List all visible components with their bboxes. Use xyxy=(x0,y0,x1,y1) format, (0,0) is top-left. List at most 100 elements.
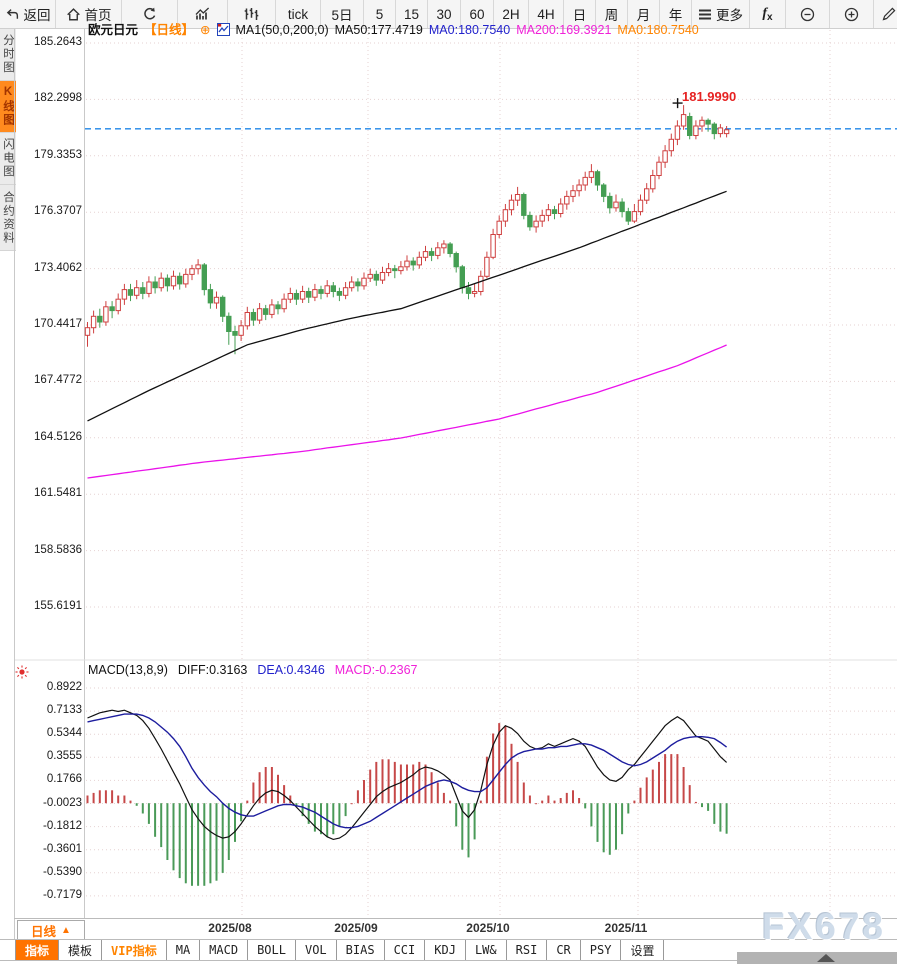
toolbar-draw-button[interactable] xyxy=(874,0,897,28)
macd-dea-value: DEA:0.4346 xyxy=(257,663,325,677)
toolbar-year-button[interactable]: 年 xyxy=(660,0,692,28)
toolbar: 返回 首页 tick 5日 5 15 30 60 2H 4H 日 周 月 年 更多 f x xyxy=(0,0,897,29)
toolbar-button-label: 日 xyxy=(572,8,587,23)
toolbar-2hour-button[interactable]: 2H xyxy=(494,0,529,28)
chart-legend: 欧元日元 【日线】 ⊕ MA1(50,0,200,0) MA50:177.4719 MA0… xyxy=(88,19,705,38)
indicator-settings-sun-icon[interactable] xyxy=(14,664,30,685)
ma0-blue-value: MA0:180.7540 xyxy=(428,23,511,37)
toolbar-line-chart-button[interactable] xyxy=(178,0,228,28)
price-axis-label: 158.5836 xyxy=(34,543,82,556)
toolbar-4hour-button[interactable]: 4H xyxy=(529,0,564,28)
sidebar-tab-合约资料[interactable]: 合约资料 xyxy=(0,185,16,251)
price-axis-label: 167.4772 xyxy=(34,374,82,387)
macd-title: MACD(13,8,9) xyxy=(88,663,168,677)
period-selector[interactable]: 日线 ▲ xyxy=(17,920,85,941)
axis-divider xyxy=(84,29,85,918)
indicator-tab-MA[interactable]: MA xyxy=(167,940,201,960)
toolbar-5day-button[interactable]: 5日 xyxy=(321,0,364,28)
macd-axis-label: -0.1812 xyxy=(42,819,82,832)
price-axis-label: 161.5481 xyxy=(34,487,82,500)
toolbar-button-label: 返回 xyxy=(23,8,51,23)
toolbar-button-label: 30 xyxy=(436,6,452,22)
chart-bottom-border xyxy=(14,918,897,919)
price-axis-label: 182.2998 xyxy=(34,92,82,105)
x-axis-month-label: 2025/08 xyxy=(208,921,252,935)
toolbar-button-label: 5日 xyxy=(331,8,353,23)
toolbar-5min-button[interactable]: 5 xyxy=(364,0,396,28)
toolbar-month-button[interactable]: 月 xyxy=(628,0,660,28)
price-axis-label: 173.4062 xyxy=(34,261,82,274)
toolbar-tick-button[interactable]: tick xyxy=(276,0,321,28)
indicator-tab-KDJ[interactable]: KDJ xyxy=(425,940,466,960)
toolbar-button-label: 15 xyxy=(403,6,420,22)
price-axis-label: 179.3353 xyxy=(34,148,82,161)
ohlc-icon xyxy=(243,6,260,22)
add-symbol-icon[interactable]: ⊕ xyxy=(200,23,211,37)
watermark: FX678 xyxy=(762,906,887,947)
price-axis-label: 164.5126 xyxy=(34,430,82,443)
toolbar-button-label: 月 xyxy=(636,8,651,23)
toolbar-ohlc-chart-button[interactable] xyxy=(228,0,276,28)
sidebar-divider xyxy=(14,29,15,939)
macd-axis-label: -0.5390 xyxy=(42,865,82,878)
toolbar-60min-button[interactable]: 60 xyxy=(461,0,494,28)
toolbar-15min-button[interactable]: 15 xyxy=(396,0,428,28)
indicator-tab-BIAS[interactable]: BIAS xyxy=(337,940,385,960)
toolbar-day-button[interactable]: 日 xyxy=(564,0,596,28)
pencil-icon xyxy=(881,6,897,22)
toolbar-week-button[interactable]: 周 xyxy=(596,0,628,28)
toolbar-button-label: 60 xyxy=(469,6,485,22)
toolbar-zoom-in-button[interactable] xyxy=(830,0,874,28)
zoomout-icon xyxy=(799,6,816,23)
sidebar-tab-K线图[interactable]: K线图 xyxy=(0,81,16,133)
indicator-tab-RSI[interactable]: RSI xyxy=(507,940,548,960)
x-axis-month-label: 2025/11 xyxy=(604,921,648,935)
toolbar-more-button[interactable]: 更多 xyxy=(692,0,750,28)
macd-diff-value: DIFF:0.3163 xyxy=(177,663,248,677)
indicator-tab-设置[interactable]: 设置 xyxy=(621,940,665,960)
chart-type-sidebar: 分时图 K线图 闪电图 合约资料 xyxy=(0,29,16,251)
macd-axis-label: 0.5344 xyxy=(46,727,82,740)
bottom-panel-handle[interactable] xyxy=(737,952,897,964)
toolbar-button-label: 5 xyxy=(375,6,384,22)
toolbar-button-label: 周 xyxy=(604,8,619,23)
indicator-tab-CCI[interactable]: CCI xyxy=(385,940,426,960)
indicator-tab-CR[interactable]: CR xyxy=(547,940,581,960)
toolbar-zoom-out-button[interactable] xyxy=(786,0,830,28)
toolbar-button-label: 更多 xyxy=(716,8,743,23)
macd-axis-label: 0.8922 xyxy=(46,681,82,693)
macd-value: MACD:-0.2367 xyxy=(334,663,418,677)
toolbar-refresh-button[interactable] xyxy=(122,0,178,28)
macd-legend: MACD(13,8,9) DIFF:0.3163 DEA:0.4346 MACD:-0… xyxy=(88,663,427,677)
x-axis-month-label: 2025/09 xyxy=(334,921,378,935)
indicator-tab-PSY[interactable]: PSY xyxy=(581,940,622,960)
sidebar-tab-闪电图[interactable]: 闪电图 xyxy=(0,133,16,185)
ma50-value: MA50:177.4719 xyxy=(334,23,423,37)
toolbar-button-label: 4H xyxy=(537,6,555,22)
macd-axis-label: -0.0023 xyxy=(42,796,82,809)
menu-icon xyxy=(698,8,712,21)
indicator-tab-BOLL[interactable]: BOLL xyxy=(248,940,296,960)
toolbar-home-button[interactable]: 首页 xyxy=(56,0,122,28)
price-axis-label: 155.6191 xyxy=(34,600,82,612)
macd-axis-label: 0.1766 xyxy=(46,773,82,786)
indicator-tab-模板[interactable]: 模板 xyxy=(59,940,103,960)
period-selector-label: 日线 xyxy=(31,925,57,939)
indicator-tab-LW&[interactable]: LW& xyxy=(466,940,507,960)
indicator-tab-MACD[interactable]: MACD xyxy=(200,940,249,960)
toolbar-back-button[interactable]: 返回 xyxy=(0,0,56,28)
chart-icon xyxy=(194,6,211,22)
indicator-tabs-row: 指标 模板 VIP指标 MA MACD BOLL VOL BIAS CCI KDJ LW& RSI CR… xyxy=(0,939,897,961)
macd-axis-label: 0.7133 xyxy=(46,704,82,717)
indicator-tab-VIP指标[interactable]: VIP指标 xyxy=(102,940,167,960)
sidebar-tab-分时图[interactable]: 分时图 xyxy=(0,29,16,81)
mini-chart-icon[interactable] xyxy=(216,23,230,37)
indicator-tab-VOL[interactable]: VOL xyxy=(296,940,337,960)
toolbar-30min-button[interactable]: 30 xyxy=(428,0,461,28)
indicator-tab-指标[interactable]: 指标 xyxy=(15,940,60,960)
macd-axis-label: -0.3601 xyxy=(42,842,82,855)
